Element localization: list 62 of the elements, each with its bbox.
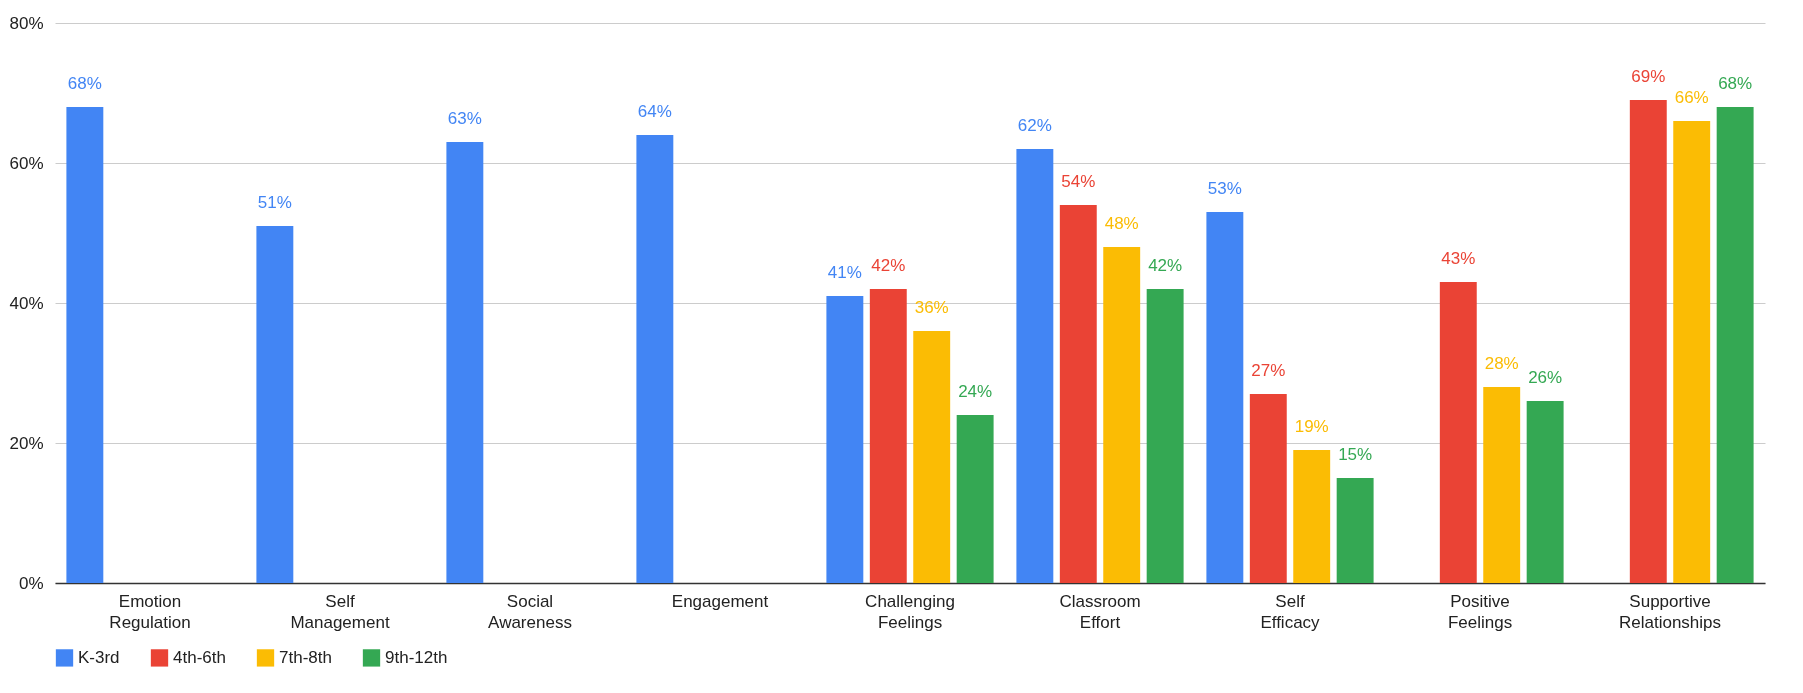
data-label: 15% xyxy=(1338,445,1373,464)
data-label: 27% xyxy=(1251,361,1286,380)
bar xyxy=(913,331,951,583)
data-label: 69% xyxy=(1631,67,1666,86)
legend-label: 4th-6th xyxy=(173,647,226,667)
x-tick-label: Supportive Relationships xyxy=(1618,591,1722,632)
bar xyxy=(66,107,104,583)
legend-label: K-3rd xyxy=(78,647,120,667)
x-tick-label: Self Management xyxy=(290,591,390,632)
bar xyxy=(956,415,994,583)
data-label: 19% xyxy=(1294,417,1329,436)
bar xyxy=(256,226,294,583)
bar xyxy=(1716,107,1754,583)
bar xyxy=(1059,205,1097,583)
data-label: 48% xyxy=(1104,214,1139,233)
bar xyxy=(1629,100,1667,583)
data-label: 66% xyxy=(1674,88,1709,107)
x-tick-label: Positive Feelings xyxy=(1447,591,1513,632)
data-label: 36% xyxy=(914,298,949,317)
x-tick-label: Emotion Regulation xyxy=(109,591,191,632)
legend-label: 7th-8th xyxy=(279,647,332,667)
y-tick-label: 20% xyxy=(9,433,44,453)
data-label: 41% xyxy=(827,263,862,282)
bar xyxy=(1336,478,1374,583)
bar xyxy=(1016,149,1054,583)
data-label: 68% xyxy=(1718,74,1753,93)
bar xyxy=(636,135,674,583)
bar xyxy=(826,296,864,583)
data-label: 68% xyxy=(67,74,102,93)
data-label: 64% xyxy=(637,102,672,121)
data-label: 54% xyxy=(1061,172,1096,191)
data-label: 62% xyxy=(1017,116,1052,135)
data-label: 24% xyxy=(958,382,993,401)
bar xyxy=(1293,450,1331,583)
bar xyxy=(1526,401,1564,583)
bar xyxy=(1206,212,1244,583)
bar xyxy=(1103,247,1141,583)
bar xyxy=(1146,289,1184,583)
x-tick-label: Social Awareness xyxy=(488,591,572,632)
data-label: 42% xyxy=(871,256,906,275)
x-tick-label: Challenging Feelings xyxy=(865,591,955,632)
data-label: 28% xyxy=(1484,354,1519,373)
bar xyxy=(446,142,484,583)
y-tick-label: 80% xyxy=(9,13,44,33)
bar xyxy=(1483,387,1521,583)
y-tick-label: 40% xyxy=(9,293,44,313)
bar xyxy=(1673,121,1711,583)
legend-label: 9th-12th xyxy=(385,647,448,667)
bar xyxy=(869,289,907,583)
data-label: 42% xyxy=(1148,256,1183,275)
y-tick-label: 60% xyxy=(9,153,44,173)
bar xyxy=(1249,394,1287,583)
bar xyxy=(1439,282,1477,583)
x-tick-label: Self Efficacy xyxy=(1260,591,1321,632)
x-tick-label: Engagement xyxy=(671,591,769,611)
data-label: 51% xyxy=(257,193,292,212)
x-tick-label: Classroom Effort xyxy=(1059,591,1141,632)
data-label: 53% xyxy=(1207,179,1242,198)
y-tick-label: 0% xyxy=(18,573,44,593)
data-label: 43% xyxy=(1441,249,1476,268)
data-label: 26% xyxy=(1528,368,1563,387)
data-label: 63% xyxy=(447,109,482,128)
